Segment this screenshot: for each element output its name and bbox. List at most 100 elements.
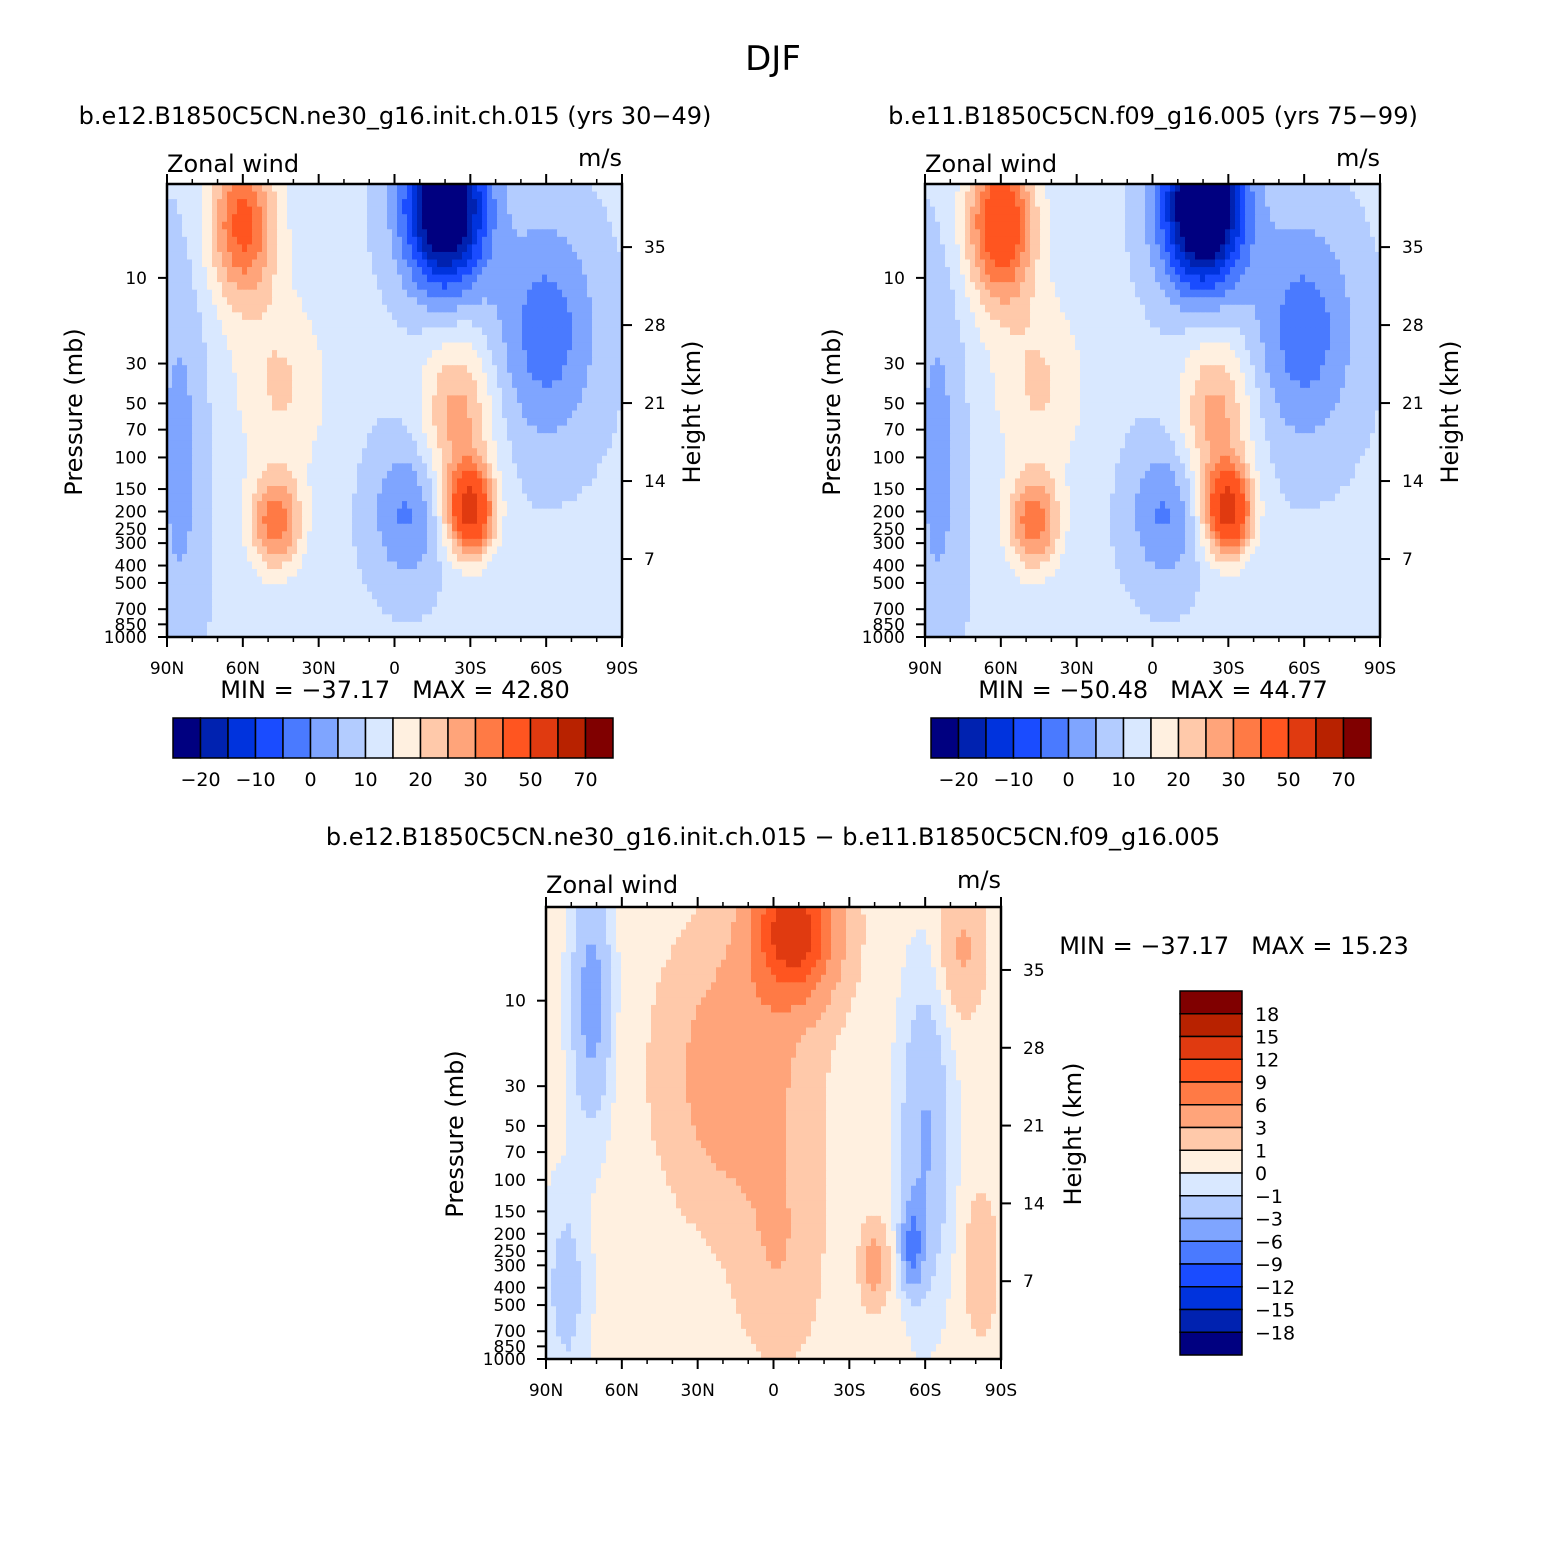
- field-cell: [472, 463, 478, 472]
- field-cell: [392, 319, 398, 329]
- field-cell: [557, 410, 563, 419]
- field-cell: [477, 516, 483, 525]
- field-cell: [542, 523, 548, 532]
- field-cell: [167, 538, 173, 547]
- field-cell: [497, 440, 503, 449]
- field-cell: [252, 455, 258, 464]
- field-cell: [242, 297, 248, 306]
- field-cell: [497, 259, 503, 268]
- field-cell: [457, 387, 463, 396]
- field-cell: [417, 455, 423, 464]
- field-cell: [517, 365, 523, 374]
- field-cell: [617, 523, 623, 532]
- field-cell: [392, 463, 398, 472]
- field-cell: [207, 259, 213, 268]
- field-cell: [532, 214, 538, 223]
- field-cell: [297, 448, 303, 457]
- field-cell: [357, 372, 363, 381]
- field-cell: [422, 259, 428, 268]
- field-cell: [452, 418, 458, 427]
- field-cell: [612, 395, 618, 404]
- field-cell: [182, 206, 188, 215]
- field-cell: [322, 319, 328, 329]
- field-cell: [482, 304, 488, 313]
- field-cell: [587, 387, 593, 396]
- field-cell: [277, 523, 283, 532]
- field-cell: [317, 516, 323, 525]
- field-cell: [212, 267, 218, 276]
- field-cell: [552, 561, 558, 570]
- field-cell: [547, 501, 553, 510]
- field-cell: [602, 372, 608, 381]
- field-cell: [452, 591, 458, 600]
- field-cell: [482, 448, 488, 457]
- field-cell: [432, 478, 438, 487]
- field-cell: [607, 365, 613, 374]
- field-cell: [492, 410, 498, 419]
- field-cell: [292, 463, 298, 472]
- field-cell: [192, 402, 198, 412]
- field-cell: [612, 493, 618, 502]
- field-cell: [477, 236, 483, 245]
- field-cell: [297, 538, 303, 547]
- field-cell: [317, 199, 323, 208]
- field-cell: [507, 440, 513, 449]
- field-cell: [377, 387, 383, 396]
- field-cell: [192, 546, 198, 555]
- field-cell: [467, 297, 473, 306]
- field-cell: [427, 184, 433, 193]
- field-cell: [232, 236, 238, 245]
- field-cell: [367, 553, 373, 563]
- field-cell: [362, 335, 368, 344]
- field-cell: [592, 199, 598, 208]
- field-cell: [267, 297, 273, 306]
- field-cell: [597, 236, 603, 245]
- field-cell: [447, 267, 453, 276]
- field-cell: [502, 523, 508, 532]
- field-cell: [592, 365, 598, 374]
- field-cell: [502, 455, 508, 464]
- field-cell: [522, 410, 528, 419]
- field-cell: [407, 410, 413, 419]
- field-cell: [427, 304, 433, 313]
- field-cell: [332, 410, 338, 419]
- field-cell: [342, 478, 348, 487]
- field-cell: [442, 335, 448, 344]
- field-cell: [567, 448, 573, 457]
- field-cell: [597, 357, 603, 366]
- field-cell: [257, 546, 263, 555]
- field-cell: [547, 387, 553, 396]
- field-cell: [487, 357, 493, 366]
- field-cell: [567, 538, 573, 547]
- field-cell: [342, 342, 348, 351]
- field-cell: [607, 282, 613, 291]
- field-cell: [247, 584, 253, 593]
- field-cell: [207, 538, 213, 547]
- field-cell: [377, 463, 383, 472]
- field-cell: [397, 350, 403, 359]
- field-cell: [452, 267, 458, 276]
- field-cell: [267, 274, 273, 283]
- field-cell: [377, 561, 383, 570]
- field-cell: [597, 206, 603, 215]
- field-cell: [517, 229, 523, 238]
- field-cell: [312, 206, 318, 215]
- field-cell: [357, 531, 363, 540]
- field-cell: [277, 470, 283, 480]
- field-cell: [232, 561, 238, 570]
- field-cell: [432, 501, 438, 510]
- field-cell: [242, 478, 248, 487]
- field-cell: [587, 297, 593, 306]
- field-cell: [342, 531, 348, 540]
- field-cell: [442, 350, 448, 359]
- field-cell: [422, 478, 428, 487]
- field-cell: [522, 327, 528, 336]
- field-cell: [507, 206, 513, 215]
- field-cell: [497, 395, 503, 404]
- field-cell: [317, 470, 323, 480]
- field-cell: [487, 214, 493, 223]
- field-cell: [457, 410, 463, 419]
- field-cell: [607, 251, 613, 261]
- field-cell: [312, 282, 318, 291]
- field-cell: [392, 380, 398, 389]
